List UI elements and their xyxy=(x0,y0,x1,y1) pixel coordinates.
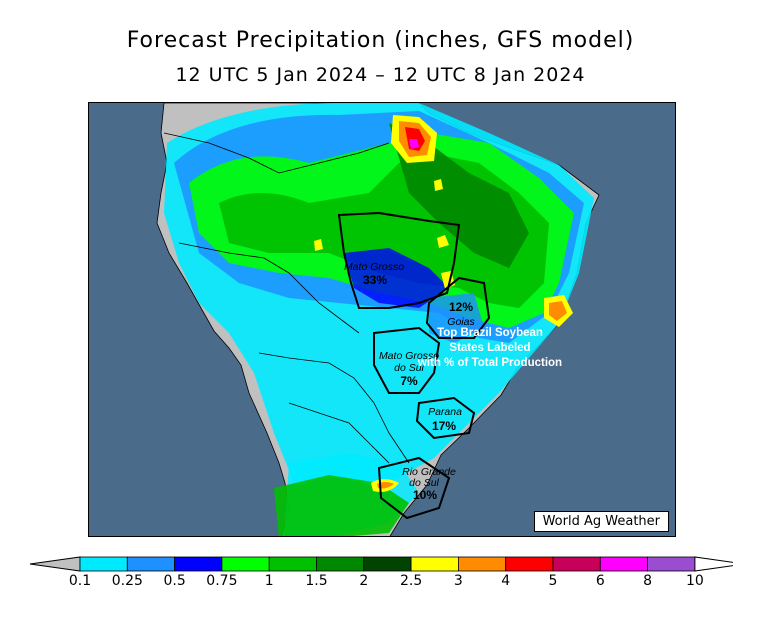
map-note: Top Brazil Soybean States Labeled with %… xyxy=(410,326,570,371)
legend-box-4 xyxy=(268,556,317,572)
border-mato-grosso xyxy=(337,211,461,309)
legend-above-arrow xyxy=(694,556,733,572)
credit-label: World Ag Weather xyxy=(533,511,669,532)
legend-box-9 xyxy=(505,556,554,572)
legend-box-3 xyxy=(221,556,270,572)
legend-tick-9: 4 xyxy=(501,573,511,589)
label-mato-grosso: Mato Grosso xyxy=(344,261,404,273)
legend-tick-13: 10 xyxy=(685,573,704,589)
legend-box-2 xyxy=(174,556,223,572)
note-line-3: with % of Total Production xyxy=(417,357,563,369)
label-rio-grande-do-sul-2: do Sul xyxy=(409,477,439,489)
color-legend xyxy=(29,556,733,572)
map-subtitle: 12 UTC 5 Jan 2024 – 12 UTC 8 Jan 2024 xyxy=(175,64,586,86)
pct-rio-grande-do-sul: 10% xyxy=(413,488,437,502)
legend-tick-11: 6 xyxy=(595,573,605,589)
precipitation-map: Mato Grosso 33% 12% Goias Mato Grosso do… xyxy=(88,102,676,537)
pct-parana: 17% xyxy=(432,419,456,433)
legend-tick-2: 0.5 xyxy=(163,573,186,589)
legend-tick-1: 0.25 xyxy=(111,573,143,589)
border-parana xyxy=(415,396,476,440)
map-canvas: Mato Grosso 33% 12% Goias Mato Grosso do… xyxy=(156,103,600,536)
legend-tick-10: 5 xyxy=(548,573,558,589)
pct-mato-grosso-do-sul: 7% xyxy=(400,374,418,388)
legend-tick-7: 2.5 xyxy=(399,573,423,589)
pct-goias: 12% xyxy=(449,300,473,314)
legend-box-11 xyxy=(599,556,648,572)
legend-box-7 xyxy=(410,556,459,572)
state-borders xyxy=(337,211,491,520)
note-line-2: States Labeled xyxy=(449,342,531,354)
legend-tick-6: 2 xyxy=(359,573,369,589)
label-parana: Parana xyxy=(428,406,462,418)
label-mato-grosso-do-sul-2: do Sul xyxy=(394,362,424,374)
legend-tick-4: 1 xyxy=(264,573,274,589)
country-borders xyxy=(163,132,410,464)
legend-box-1 xyxy=(126,556,176,572)
label-goias: Goias xyxy=(447,316,475,328)
label-mato-grosso-do-sul-1: Mato Grosso xyxy=(379,350,439,362)
legend-tick-0: 0.1 xyxy=(68,573,92,589)
border-mato-grosso-do-sul xyxy=(373,326,441,394)
legend-box-12 xyxy=(647,556,696,572)
legend-color-boxes xyxy=(79,556,696,572)
legend-box-5 xyxy=(316,556,365,572)
legend-box-8 xyxy=(457,556,507,572)
note-line-1: Top Brazil Soybean xyxy=(437,327,543,339)
legend-tick-8: 3 xyxy=(453,573,463,589)
legend-box-6 xyxy=(363,556,412,572)
legend-box-0 xyxy=(79,556,128,572)
border-rio-grande-do-sul xyxy=(377,456,451,520)
legend-tick-5: 1.5 xyxy=(305,573,328,589)
border-goias xyxy=(425,276,491,339)
legend-below-arrow xyxy=(29,556,81,572)
map-title: Forecast Precipitation (inches, GFS mode… xyxy=(126,28,635,53)
state-labels: Mato Grosso 33% 12% Goias Mato Grosso do… xyxy=(344,261,476,502)
legend-tick-3: 0.75 xyxy=(206,573,238,589)
precip-shading xyxy=(164,103,594,536)
legend-box-10 xyxy=(552,556,601,572)
legend-tick-12: 8 xyxy=(643,573,653,589)
pct-mato-grosso: 33% xyxy=(363,273,387,287)
label-rio-grande-do-sul-1: Rio Grande xyxy=(402,466,456,478)
